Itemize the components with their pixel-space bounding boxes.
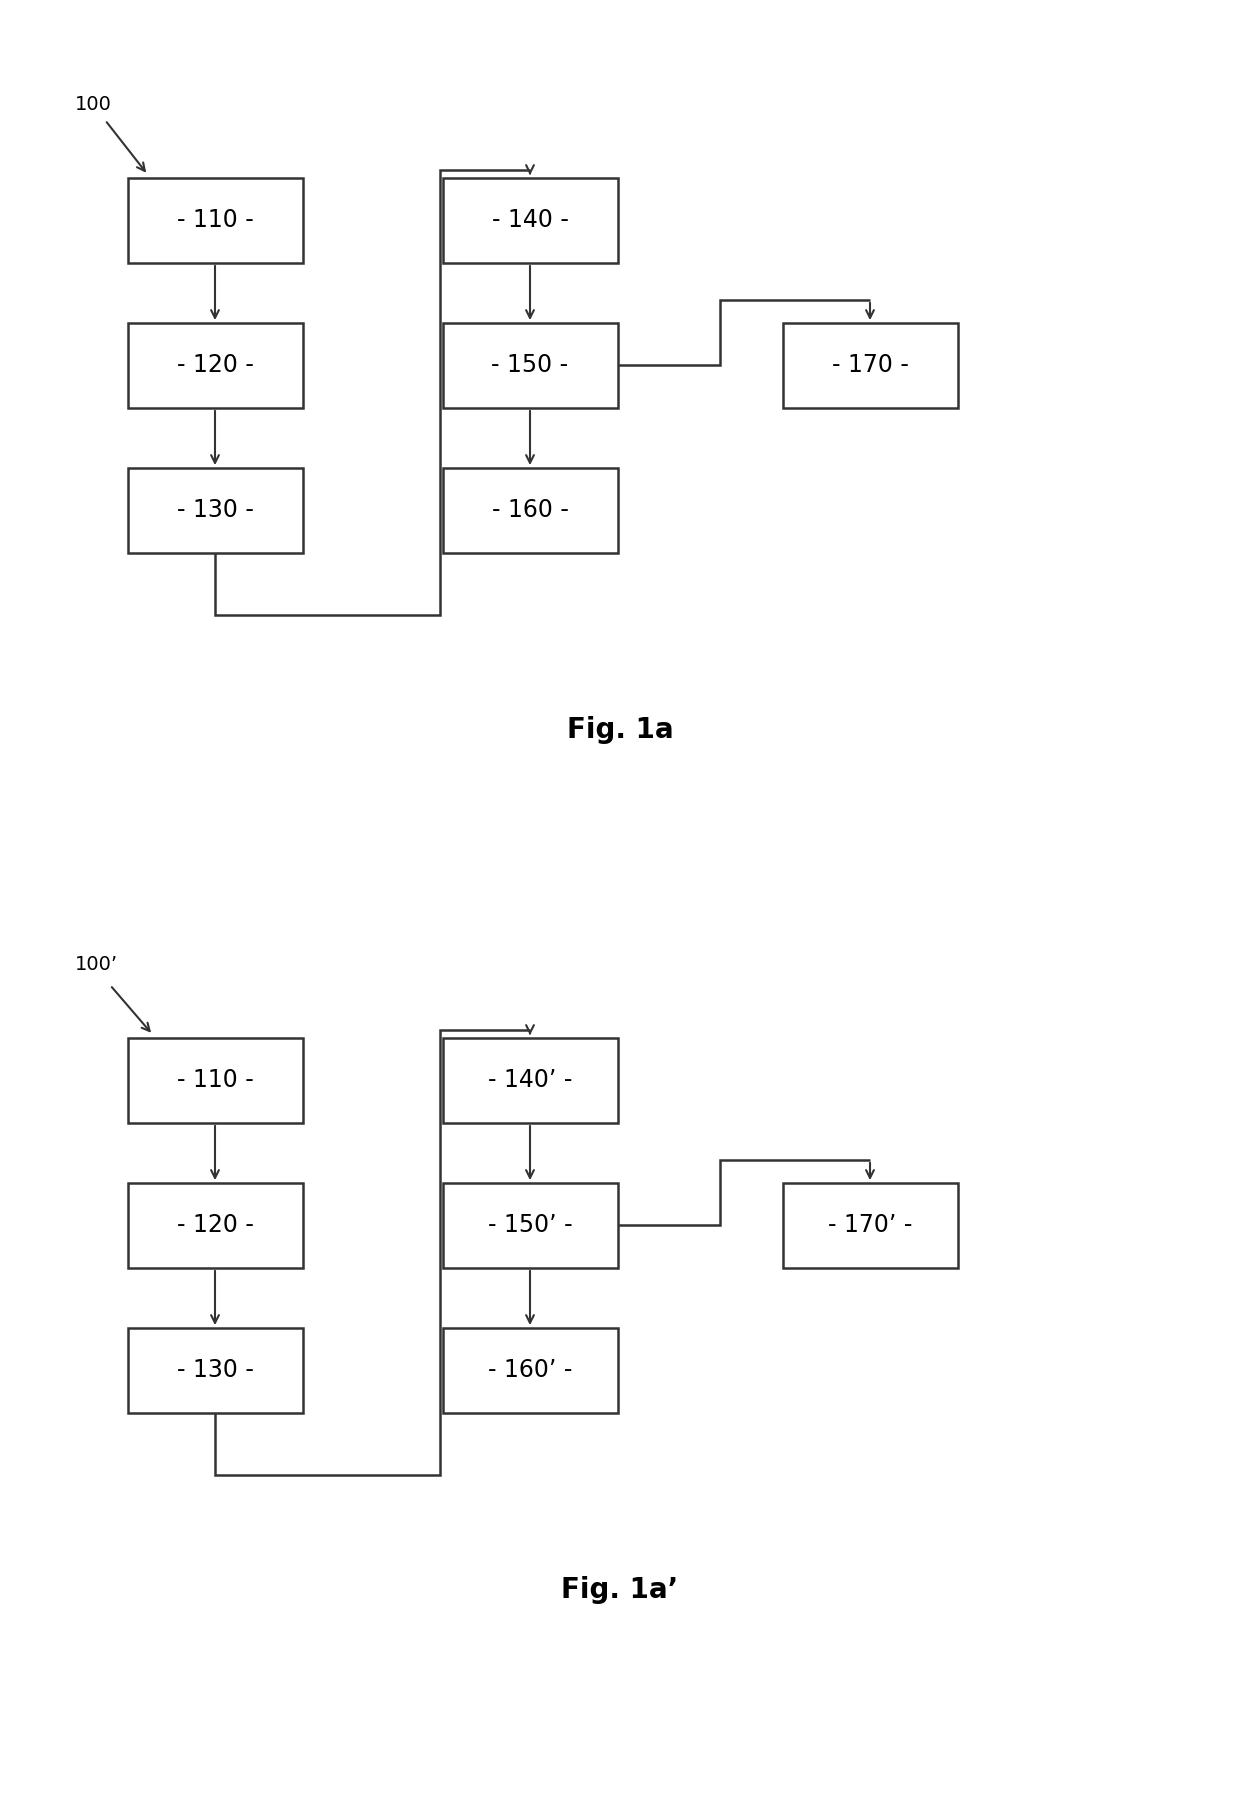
Bar [443,322,618,407]
Text: - 140’ -: - 140’ - [487,1068,572,1092]
Bar [782,322,957,407]
Bar [128,322,303,407]
Text: 100’: 100’ [74,954,118,974]
Bar [128,467,303,552]
Bar [128,1327,303,1413]
Text: - 130 -: - 130 - [176,1358,253,1382]
Text: - 170 -: - 170 - [832,353,909,377]
Bar [128,1038,303,1123]
Text: - 150’ -: - 150’ - [487,1213,573,1237]
Text: - 120 -: - 120 - [176,1213,253,1237]
Text: - 140 -: - 140 - [491,208,568,232]
Bar [443,467,618,552]
Text: - 110 -: - 110 - [176,208,253,232]
Text: - 130 -: - 130 - [176,498,253,522]
Text: - 110 -: - 110 - [176,1068,253,1092]
Text: - 170’ -: - 170’ - [828,1213,913,1237]
Bar [443,1327,618,1413]
Text: - 150 -: - 150 - [491,353,569,377]
Text: - 120 -: - 120 - [176,353,253,377]
Text: 100: 100 [74,94,112,114]
Text: Fig. 1a: Fig. 1a [567,715,673,744]
Bar [128,1183,303,1268]
Bar [782,1183,957,1268]
Text: Fig. 1a’: Fig. 1a’ [562,1576,678,1605]
Bar [128,177,303,263]
Bar [443,1038,618,1123]
Text: - 160’ -: - 160’ - [487,1358,572,1382]
Bar [443,177,618,263]
Bar [443,1183,618,1268]
Text: - 160 -: - 160 - [491,498,568,522]
